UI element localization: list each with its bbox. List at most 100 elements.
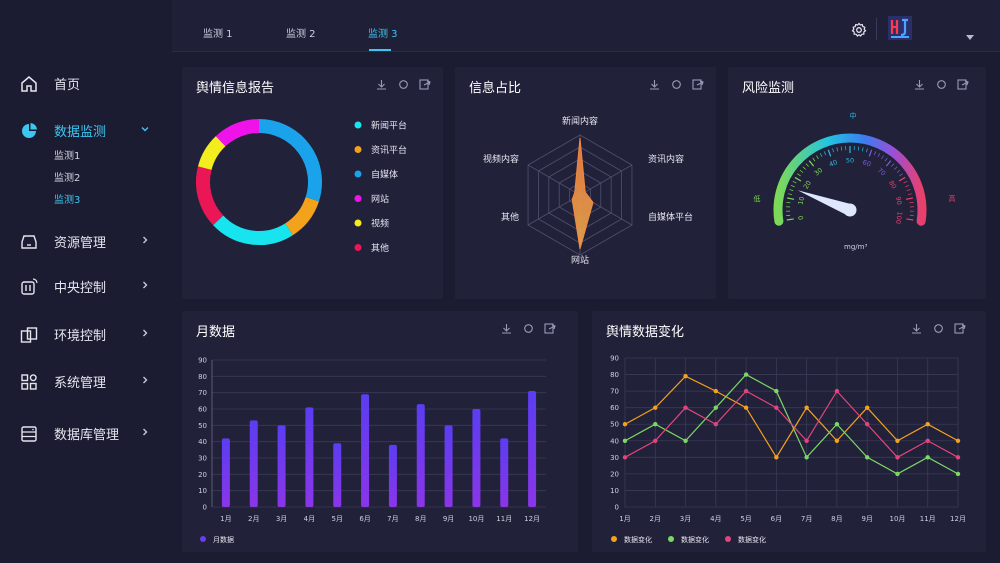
gauge-unit: mg/m³: [844, 243, 868, 251]
donut-slice: [215, 119, 260, 147]
gauge-tick: [905, 184, 910, 188]
donut-slice: [284, 196, 319, 236]
sidebar-item-environment[interactable]: 环境控制: [20, 325, 150, 344]
home-icon: [20, 75, 38, 93]
bar: [416, 404, 425, 507]
gauge-tick: [885, 160, 892, 167]
gauge-zone-label: 中: [850, 111, 857, 120]
gauge-tick: [840, 146, 843, 151]
tab-monitor-2[interactable]: 监测 2: [286, 29, 316, 40]
data-point: [713, 388, 719, 394]
gauge-tick: [903, 180, 908, 184]
gear-icon[interactable]: [851, 22, 867, 42]
data-point: [955, 455, 961, 460]
x-tick-label: 10月: [889, 515, 905, 523]
refresh-icon[interactable]: [935, 78, 947, 90]
refresh-icon[interactable]: [397, 78, 409, 90]
sidebar-item-label: 中央控制: [54, 281, 107, 296]
download-icon[interactable]: [500, 322, 512, 334]
gauge-arc: [773, 133, 927, 226]
x-tick-label: 11月: [920, 515, 936, 523]
donut-slice: [197, 136, 226, 171]
chevron-right-icon: [140, 235, 150, 248]
gauge-tick-label: 90: [894, 196, 903, 206]
sidebar-item-label: 系统管理: [54, 376, 107, 391]
gauge-tick: [836, 147, 838, 152]
download-icon[interactable]: [913, 78, 925, 90]
data-point: [622, 438, 628, 443]
refresh-icon[interactable]: [932, 322, 944, 334]
gauge-tick: [891, 163, 895, 167]
panel-toolbar: [910, 322, 966, 334]
panel-trend: 舆情数据变化 0 10 20 30 40 50 60 70 80 90 1月 2月 3月 4月 5月 6月 7月…: [592, 311, 986, 552]
data-point: [774, 455, 779, 460]
gauge-tick: [868, 149, 873, 157]
y-tick-label: 40: [610, 437, 619, 445]
series-line: [624, 375, 959, 459]
data-point: [925, 422, 930, 427]
caret-down-icon[interactable]: [966, 26, 974, 45]
bar: [444, 425, 453, 507]
legend-dot: [725, 536, 731, 542]
data-point: [713, 422, 719, 427]
data-point: [955, 438, 961, 443]
sidebar-subitem-monitor-1[interactable]: 监测1: [54, 151, 81, 162]
data-point: [864, 422, 870, 427]
gauge-needle: [797, 190, 853, 216]
download-icon[interactable]: [910, 322, 922, 334]
download-icon[interactable]: [375, 78, 387, 90]
panel-title: 信息占比: [469, 81, 522, 96]
tab-monitor-3[interactable]: 监测 3: [368, 29, 398, 40]
legend-dot: [354, 170, 362, 178]
legend-dot: [668, 536, 674, 542]
x-tick-label: 6月: [359, 515, 370, 523]
data-point: [774, 405, 779, 410]
bar: [277, 425, 286, 507]
data-point: [955, 471, 961, 477]
gauge-tick: [896, 169, 901, 173]
sidebar-item-resource[interactable]: 资源管理: [20, 232, 150, 251]
bar: [249, 420, 258, 507]
y-tick-label: 60: [610, 404, 619, 412]
data-point: [925, 438, 930, 443]
y-tick-label: 10: [610, 487, 619, 495]
y-tick-label: 10: [198, 487, 207, 495]
export-icon[interactable]: [544, 322, 556, 334]
data-point: [864, 405, 870, 410]
sidebar-item-system[interactable]: 系统管理: [20, 372, 150, 391]
sidebar-subitem-monitor-2[interactable]: 监测2: [54, 173, 81, 184]
radar-label: 自媒体平台: [648, 211, 693, 223]
data-point: [925, 455, 930, 460]
x-tick-label: 8月: [831, 515, 842, 523]
gauge-tick-label: 30: [813, 166, 824, 177]
data-point: [774, 388, 779, 394]
chevron-right-icon: [140, 427, 150, 440]
active-tab-indicator: [369, 49, 391, 51]
export-icon[interactable]: [954, 322, 966, 334]
refresh-icon[interactable]: [670, 78, 682, 90]
export-icon[interactable]: [692, 78, 704, 90]
gauge-tick: [808, 160, 815, 167]
bar: [221, 438, 230, 507]
control-icon: [20, 277, 38, 296]
refresh-icon[interactable]: [522, 322, 534, 334]
download-icon[interactable]: [648, 78, 660, 90]
sidebar-item-data-monitor[interactable]: 数据监测: [20, 121, 150, 140]
data-point: [895, 438, 900, 443]
x-tick-label: 3月: [680, 515, 691, 523]
tab-monitor-1[interactable]: 监测 1: [203, 29, 233, 40]
sidebar-item-home[interactable]: 首页: [20, 74, 150, 93]
sidebar-item-label: 数据库管理: [54, 428, 120, 443]
sidebar-item-central-control[interactable]: 中央控制: [20, 277, 150, 296]
export-icon[interactable]: [957, 78, 969, 90]
bar-chart: 0 10 20 30 40 50 60 70 80 90 1月 2月 3月 4月 5月 6月 7月 8月 9月 10月…: [198, 357, 546, 544]
sidebar-subitem-monitor-3[interactable]: 监测3: [54, 195, 81, 206]
radar-axis: [527, 164, 581, 196]
y-tick-label: 70: [198, 389, 207, 397]
x-tick-label: 12月: [950, 515, 966, 523]
legend-label: 数据变化: [681, 535, 709, 544]
data-point: [622, 455, 628, 460]
export-icon[interactable]: [419, 78, 431, 90]
sidebar-item-database[interactable]: 数据库管理: [20, 424, 150, 443]
data-point: [804, 455, 809, 460]
